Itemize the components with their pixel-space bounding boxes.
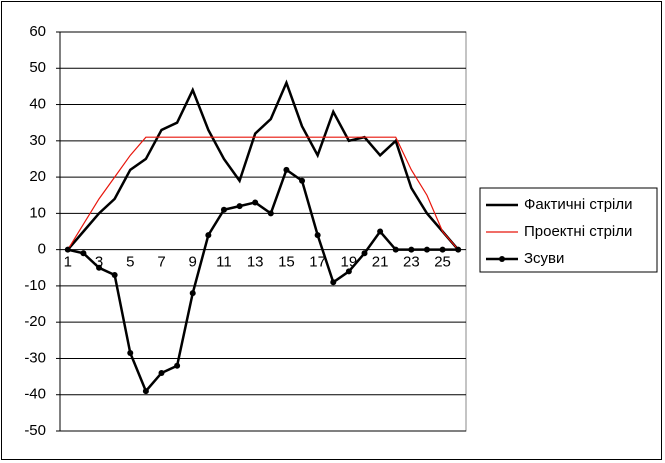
series-line [66, 79, 460, 251]
point [283, 166, 290, 173]
y-tick-label: 60 [29, 23, 46, 40]
point [455, 246, 462, 253]
y-tick-label: -40 [24, 386, 46, 403]
point [345, 268, 352, 275]
point [158, 369, 165, 376]
y-tick-label: 0 [38, 241, 46, 258]
x-tick-label: 19 [341, 254, 358, 271]
y-tick-label: 30 [29, 132, 46, 149]
y-tick-label: -10 [24, 277, 46, 294]
legend-label: Фактичні стріли [524, 196, 633, 213]
point [361, 250, 368, 257]
point [220, 206, 227, 213]
point [205, 232, 212, 239]
point [80, 250, 87, 257]
y-tick-label: -20 [24, 313, 46, 330]
x-tick-label: 15 [278, 254, 295, 271]
series-line [67, 167, 459, 394]
y-tick-label: 40 [29, 96, 46, 113]
y-tick-label: 20 [29, 168, 46, 185]
legend-label: Зсуви [524, 250, 564, 267]
point [127, 350, 134, 357]
point [423, 246, 430, 253]
point [64, 246, 71, 253]
legend-label: Проектні стріли [524, 223, 632, 240]
point [314, 232, 321, 239]
x-tick-label: 11 [216, 254, 232, 271]
point [236, 203, 243, 210]
x-tick-label: 17 [309, 254, 326, 271]
plot-area [59, 31, 467, 432]
point [96, 264, 103, 271]
point [330, 279, 337, 286]
point [252, 199, 259, 206]
x-tick-label: 25 [434, 254, 451, 271]
point [189, 290, 196, 297]
x-tick-label: 5 [126, 254, 134, 271]
y-tick-label: 10 [29, 204, 46, 221]
point [174, 362, 181, 369]
x-tick-label: 1 [64, 254, 72, 271]
point [299, 177, 306, 184]
x-tick-label: 21 [372, 254, 389, 271]
point [142, 388, 149, 395]
point [439, 246, 446, 253]
series-line [67, 136, 459, 251]
x-tick-label: 7 [157, 254, 165, 271]
point [408, 246, 415, 253]
x-tick-label: 9 [189, 254, 197, 271]
x-tick-label: 3 [95, 254, 103, 271]
legend: Фактичні стріли Проектні стріли Зсуви [479, 187, 658, 273]
point [111, 272, 118, 279]
x-tick-label: 13 [247, 254, 264, 271]
y-tick-label: -50 [24, 422, 46, 439]
y-tick-label: 50 [29, 59, 46, 76]
x-tick-label: 23 [403, 254, 420, 271]
point [267, 210, 274, 217]
point [392, 246, 399, 253]
point [377, 228, 384, 235]
legend-marker [499, 256, 505, 262]
y-tick-label: -30 [24, 349, 46, 366]
